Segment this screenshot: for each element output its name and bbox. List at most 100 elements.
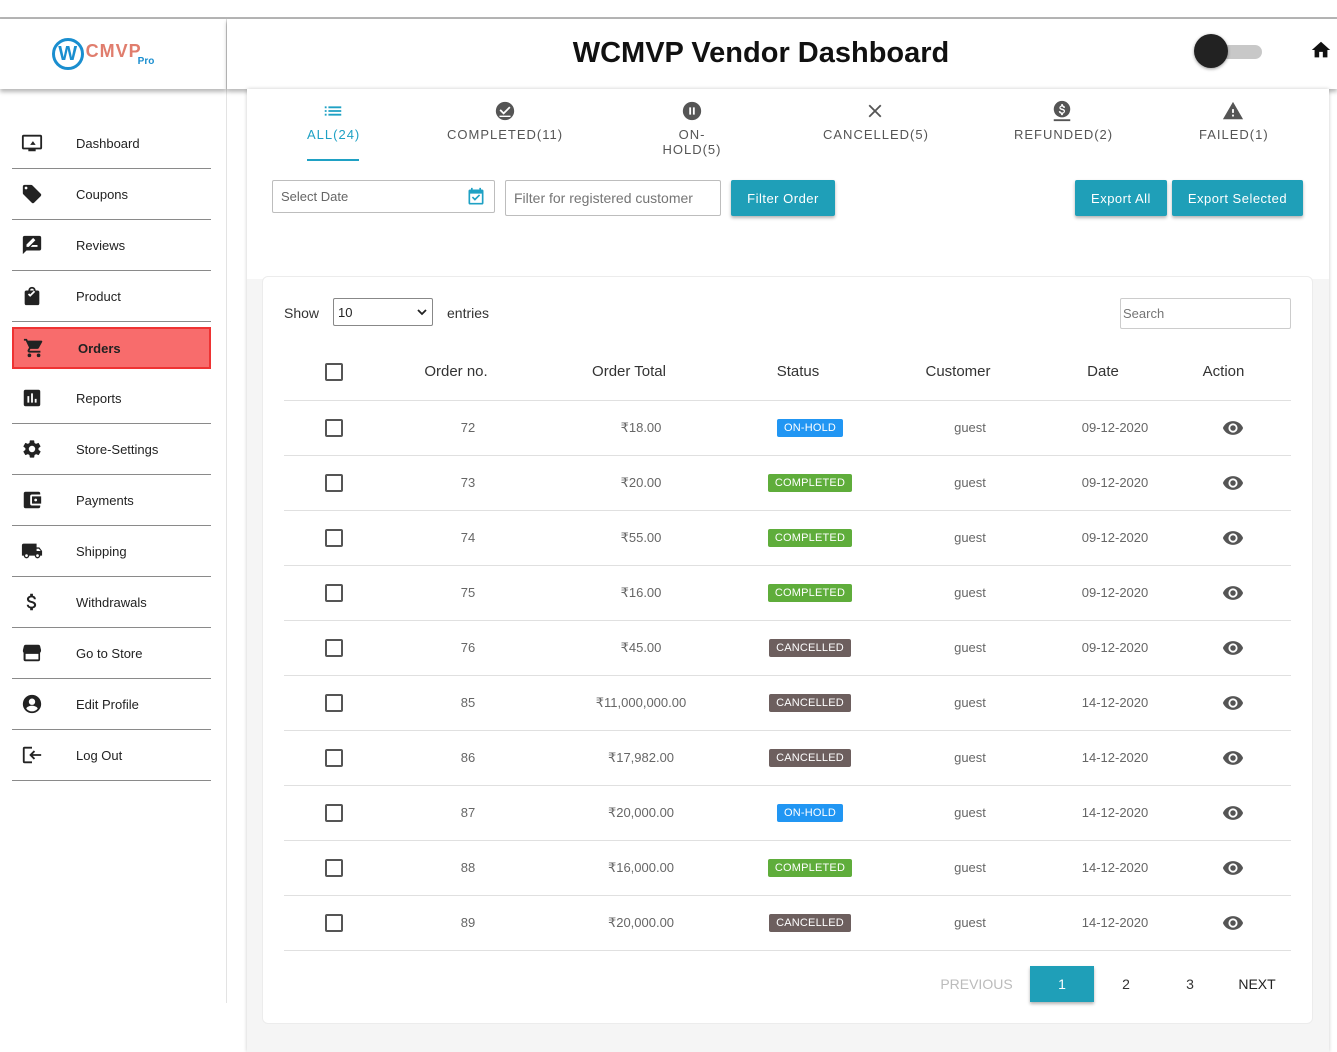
export-all-button[interactable]: Export All	[1075, 180, 1167, 216]
order-number: 89	[384, 895, 528, 951]
row-checkbox[interactable]	[325, 638, 343, 657]
select-all-checkbox[interactable]	[325, 362, 343, 381]
pagination-page-3[interactable]: 3	[1186, 976, 1194, 992]
pagination-page-1[interactable]: 1	[1030, 966, 1094, 1002]
orders-toolbar-area: ALL(24) COMPLETED(11) ON-HOLD(5) CANCELLED(…	[247, 89, 1329, 279]
tab-on-hold[interactable]: ON-HOLD(5)	[650, 99, 734, 161]
view-eye-icon[interactable]	[1222, 694, 1244, 710]
col-order-no[interactable]: Order no.	[384, 344, 528, 401]
tab-all[interactable]: ALL(24)	[307, 99, 359, 161]
view-eye-icon[interactable]	[1222, 749, 1244, 765]
row-checkbox[interactable]	[325, 473, 343, 492]
customer-name: guest	[866, 895, 1050, 951]
row-checkbox[interactable]	[325, 528, 343, 547]
sidebar-item-store-settings[interactable]: Store-Settings	[12, 424, 211, 475]
row-checkbox[interactable]	[325, 583, 343, 602]
search-input[interactable]	[1120, 298, 1291, 329]
action-cell	[1156, 730, 1291, 786]
store-icon	[12, 642, 52, 664]
action-cell	[1156, 840, 1291, 896]
status-badge: COMPLETED	[767, 473, 853, 492]
col-status[interactable]: Status	[730, 344, 866, 401]
row-select-cell	[284, 840, 384, 896]
status-cell: CANCELLED	[730, 620, 866, 676]
row-checkbox[interactable]	[325, 693, 343, 712]
table-row: 76 ₹45.00 CANCELLED guest 09-12-2020	[284, 620, 1291, 676]
entries-select[interactable]: 10	[333, 298, 433, 326]
sidebar-item-withdrawals[interactable]: Withdrawals	[12, 577, 211, 628]
view-eye-icon[interactable]	[1222, 914, 1244, 930]
truck-icon	[12, 540, 52, 562]
pagination-page-2[interactable]: 2	[1122, 976, 1130, 992]
status-cell: ON-HOLD	[730, 785, 866, 841]
status-badge: ON-HOLD	[776, 803, 844, 822]
view-eye-icon[interactable]	[1222, 804, 1244, 820]
sidebar-item-dashboard[interactable]: Dashboard	[12, 118, 211, 169]
col-customer[interactable]: Customer	[866, 344, 1050, 401]
sidebar-item-orders[interactable]: Orders	[12, 327, 211, 369]
order-total: ₹16,000.00	[528, 840, 730, 896]
col-order-total[interactable]: Order Total	[528, 344, 730, 401]
sidebar-item-shipping[interactable]: Shipping	[12, 526, 211, 577]
row-checkbox[interactable]	[325, 748, 343, 767]
row-checkbox[interactable]	[325, 858, 343, 877]
table-row: 74 ₹55.00 COMPLETED guest 09-12-2020	[284, 510, 1291, 566]
sidebar-item-label: Orders	[78, 340, 121, 356]
tab-cancelled[interactable]: CANCELLED(5)	[823, 99, 928, 161]
view-eye-icon[interactable]	[1222, 474, 1244, 490]
orders-table: Order no. Order Total Status Customer Da…	[284, 344, 1291, 951]
order-number: 88	[384, 840, 528, 896]
tab-label: FAILED(1)	[1199, 127, 1269, 142]
tab-refunded[interactable]: REFUNDED(2)	[1014, 99, 1112, 161]
entries-label: entries	[447, 305, 490, 321]
export-selected-button[interactable]: Export Selected	[1172, 180, 1303, 216]
logo-text: CMVP	[85, 40, 142, 61]
logo-mark: W	[51, 38, 84, 70]
customer-name: guest	[866, 675, 1050, 731]
sidebar-item-reports[interactable]: Reports	[12, 373, 211, 424]
filter-order-button[interactable]: Filter Order	[731, 180, 835, 216]
cart-icon	[14, 337, 54, 359]
status-cell: COMPLETED	[730, 510, 866, 566]
order-total: ₹18.00	[528, 400, 730, 456]
table-row: 85 ₹11,000,000.00 CANCELLED guest 14-12-2020	[284, 675, 1291, 731]
tab-label: ON-HOLD(5)	[662, 127, 722, 157]
sidebar-item-log-out[interactable]: Log Out	[12, 730, 211, 781]
row-checkbox[interactable]	[325, 913, 343, 932]
check-circle-icon	[447, 99, 562, 123]
row-checkbox[interactable]	[325, 803, 343, 822]
sidebar-item-edit-profile[interactable]: Edit Profile	[12, 679, 211, 730]
tab-completed[interactable]: COMPLETED(11)	[447, 99, 562, 161]
row-select-cell	[284, 510, 384, 566]
sidebar-item-label: Store-Settings	[76, 441, 159, 457]
view-eye-icon[interactable]	[1222, 529, 1244, 545]
sidebar-item-label: Reviews	[76, 237, 126, 253]
sidebar-item-go-to-store[interactable]: Go to Store	[12, 628, 211, 679]
row-select-cell	[284, 455, 384, 511]
customer-filter-input[interactable]	[505, 180, 721, 216]
col-date[interactable]: Date	[1050, 344, 1156, 401]
tab-failed[interactable]: FAILED(1)	[1199, 99, 1269, 161]
order-total: ₹16.00	[528, 565, 730, 621]
row-checkbox[interactable]	[325, 418, 343, 437]
order-date: 14-12-2020	[1050, 895, 1156, 951]
view-eye-icon[interactable]	[1222, 419, 1244, 435]
theme-toggle[interactable]	[1192, 33, 1280, 69]
view-eye-icon[interactable]	[1222, 584, 1244, 600]
view-eye-icon[interactable]	[1222, 639, 1244, 655]
sidebar-item-reviews[interactable]: Reviews	[12, 220, 211, 271]
tab-label: ALL(24)	[307, 127, 361, 142]
pagination-next[interactable]: NEXT	[1238, 976, 1276, 992]
sidebar-item-coupons[interactable]: Coupons	[12, 169, 211, 220]
view-eye-icon[interactable]	[1222, 859, 1244, 875]
logo[interactable]: W CMVP Pro	[51, 38, 154, 70]
table-row: 72 ₹18.00 ON-HOLD guest 09-12-2020	[284, 400, 1291, 456]
orders-card: Show 10 entries Order no. Order Total St…	[262, 276, 1313, 1024]
pagination-previous[interactable]: PREVIOUS	[940, 976, 1013, 992]
sidebar-item-payments[interactable]: Payments	[12, 475, 211, 526]
status-cell: ON-HOLD	[730, 400, 866, 456]
date-picker[interactable]: Select Date	[272, 180, 495, 213]
order-number: 85	[384, 675, 528, 731]
sidebar-item-product[interactable]: Product	[12, 271, 211, 322]
home-icon[interactable]	[1310, 39, 1332, 61]
